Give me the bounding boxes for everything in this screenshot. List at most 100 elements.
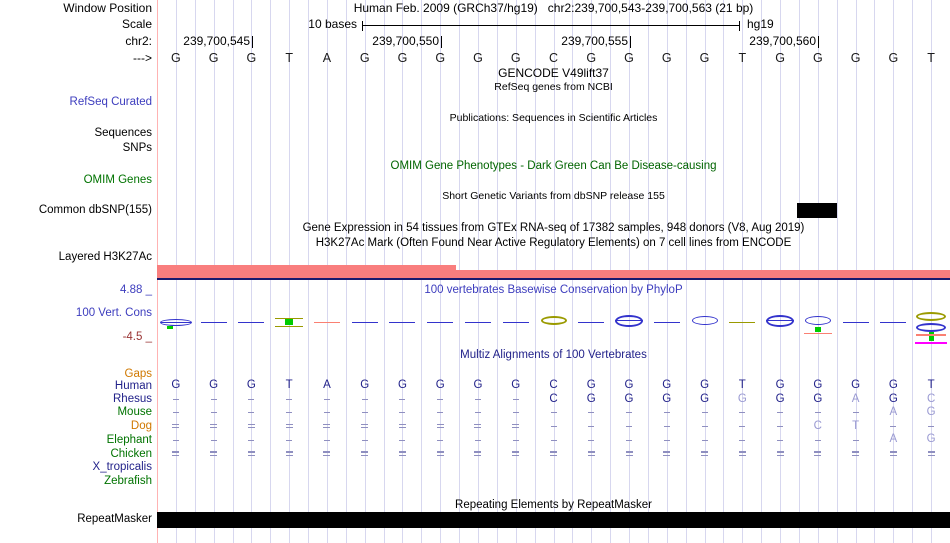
alignment-gap-dash: [550, 439, 557, 441]
alignment-double-gap: [663, 451, 671, 453]
alignment-base: A: [889, 405, 898, 418]
scale-value: 10 bases: [308, 17, 357, 31]
sequence-base: A: [322, 51, 332, 65]
conservation-mark: [160, 321, 191, 323]
multiz-species-label-elephant[interactable]: Elephant: [106, 433, 152, 446]
sequence-base: G: [775, 51, 785, 65]
multiz-species-label-x_tropicalis[interactable]: X_tropicalis: [92, 461, 152, 474]
dbsnp-track-title: Short Genetic Variants from dbSNP releas…: [442, 190, 665, 202]
conservation-mark: [814, 326, 821, 332]
repeatmasker-element-bar[interactable]: [157, 512, 950, 528]
h3k27ac-signal-bar-short[interactable]: [456, 269, 950, 279]
alignment-double-gap: [361, 454, 369, 456]
conservation-mark: [729, 321, 756, 324]
h3k27ac-label[interactable]: Layered H3K27Ac: [58, 251, 152, 263]
h3k27ac-baseline: [157, 278, 950, 280]
alignment-double-gap: [814, 454, 822, 456]
conservation-mark: [915, 341, 948, 344]
alignment-gap-dash: [814, 439, 821, 441]
sequence-base: G: [510, 51, 521, 65]
alignment-gap-dash: [550, 412, 557, 414]
alignment-base: G: [775, 392, 785, 405]
multiz-species-label-rhesus[interactable]: Rhesus: [113, 393, 152, 406]
alignment-gap-dash: [286, 412, 293, 414]
multiz-species-label-mouse[interactable]: Mouse: [117, 406, 152, 419]
alignment-base: G: [586, 379, 596, 391]
multiz-species-label-chicken[interactable]: Chicken: [110, 447, 152, 460]
alignment-base: G: [435, 379, 445, 391]
alignment-gap-dash: [626, 412, 633, 414]
alignment-double-gap: [323, 454, 331, 456]
alignment-double-gap: [776, 451, 784, 453]
refseq-curated-label[interactable]: RefSeq Curated: [69, 96, 152, 108]
repeatmasker-label[interactable]: RepeatMasker: [77, 513, 152, 525]
alignment-gap-dash: [550, 425, 557, 428]
dbsnp-variant-box[interactable]: [797, 203, 837, 218]
multiz-species-label-zebrafish[interactable]: Zebrafish: [104, 474, 152, 487]
alignment-gap-dash: [210, 439, 217, 441]
alignment-double-gap: [210, 427, 218, 429]
alignment-double-gap: [889, 451, 897, 453]
alignment-double-gap: [247, 424, 255, 426]
sequence-base: G: [473, 51, 483, 65]
conservation-max-value: 4.88 _: [120, 284, 152, 296]
alignment-gap-dash: [172, 412, 179, 414]
multiz-species-label-human[interactable]: Human: [114, 379, 152, 392]
alignment-double-gap: [701, 451, 709, 453]
alignment-base: G: [813, 392, 823, 405]
dbsnp-label[interactable]: Common dbSNP(155): [38, 204, 152, 216]
conservation-mark: [842, 321, 869, 324]
alignment-double-gap: [247, 451, 255, 453]
position-title: Human Feb. 2009 (GRCh37/hg19) chr2:239,7…: [353, 1, 754, 15]
conservation-mark: [275, 325, 304, 327]
alignment-double-gap: [625, 451, 633, 453]
alignment-gap-dash: [323, 439, 330, 441]
alignment-double-gap: [285, 454, 293, 456]
conservation-mark: [351, 321, 378, 324]
strand-label: --->: [133, 51, 152, 65]
omim-genes-label[interactable]: OMIM Genes: [83, 174, 152, 186]
alignment-gap-dash: [248, 398, 255, 401]
sequence-base: G: [435, 51, 446, 65]
conservation-label[interactable]: 100 Vert. Cons: [75, 307, 152, 319]
alignment-base: G: [246, 379, 256, 391]
conservation-mark: [313, 321, 340, 324]
conservation-glyph: [691, 316, 718, 325]
snps-label[interactable]: SNPs: [122, 142, 152, 154]
alignment-gap-dash: [474, 439, 481, 441]
conservation-mark: [880, 321, 907, 324]
alignment-gap-dash: [512, 412, 519, 414]
conservation-mark: [427, 321, 454, 324]
alignment-double-gap: [474, 454, 482, 456]
alignment-base: G: [360, 379, 370, 391]
coordinate-tick: [818, 36, 819, 48]
conservation-mark: [275, 317, 304, 319]
alignment-base: G: [473, 379, 483, 391]
alignment-double-gap: [398, 451, 406, 453]
conservation-mark: [285, 319, 294, 325]
multiz-species-label-dog[interactable]: Dog: [130, 420, 152, 433]
alignment-gap-dash: [437, 398, 444, 401]
alignment-base: G: [171, 379, 181, 391]
alignment-double-gap: [361, 424, 369, 426]
alignment-double-gap: [172, 427, 180, 429]
coordinate-tick-label: 239,700,545: [183, 34, 250, 48]
alignment-gap-dash: [739, 425, 746, 428]
alignment-gap-dash: [437, 412, 444, 414]
alignment-gap-dash: [399, 412, 406, 414]
alignment-double-gap: [587, 451, 595, 453]
alignment-double-gap: [361, 427, 369, 429]
alignment-gap-dash: [739, 412, 746, 414]
alignment-base: T: [927, 379, 935, 391]
alignment-gap-dash: [814, 412, 821, 414]
multiz-gaps-label[interactable]: Gaps: [124, 368, 153, 380]
refseq-subtitle: RefSeq genes from NCBI: [494, 81, 613, 93]
alignment-base: G: [888, 392, 898, 405]
h3k27ac-signal-bar-tall[interactable]: [157, 265, 456, 279]
sequences-label[interactable]: Sequences: [94, 127, 152, 139]
assembly-label: hg19: [747, 17, 774, 31]
alignment-gap-dash: [512, 439, 519, 441]
alignment-gap-dash: [588, 412, 595, 414]
scale-ruler-tick-left: [361, 20, 363, 31]
